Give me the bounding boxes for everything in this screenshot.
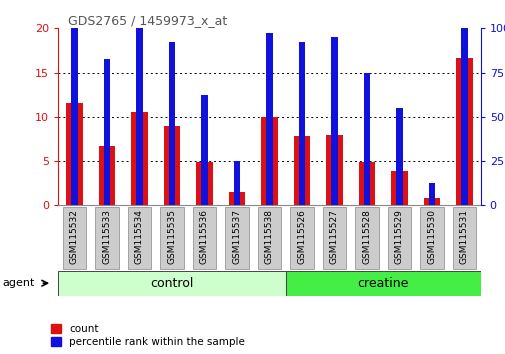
Bar [322, 207, 345, 269]
Bar [98, 146, 115, 205]
Bar [285, 271, 480, 296]
Bar [420, 207, 443, 269]
Text: control: control [150, 277, 193, 290]
Bar [95, 207, 118, 269]
Text: GSM115534: GSM115534 [135, 209, 143, 264]
Text: GSM115531: GSM115531 [459, 209, 468, 264]
Bar [423, 198, 439, 205]
Bar [225, 207, 248, 269]
Legend: count, percentile rank within the sample: count, percentile rank within the sample [50, 324, 245, 347]
Bar [355, 207, 378, 269]
Text: GSM115528: GSM115528 [362, 209, 371, 264]
Text: agent: agent [3, 278, 35, 288]
Bar [363, 73, 370, 205]
Bar [127, 207, 151, 269]
Bar [326, 135, 342, 205]
Text: GSM115537: GSM115537 [232, 209, 241, 264]
Bar [460, 0, 467, 205]
Bar [358, 162, 374, 205]
Text: creatine: creatine [357, 277, 408, 290]
Text: GSM115529: GSM115529 [394, 209, 403, 264]
Bar [228, 192, 244, 205]
Bar [164, 126, 180, 205]
Bar [160, 207, 183, 269]
Bar [104, 59, 110, 205]
Bar [387, 207, 411, 269]
Text: GSM115532: GSM115532 [70, 209, 79, 264]
Bar [66, 103, 82, 205]
Bar [428, 183, 434, 205]
Bar [261, 117, 277, 205]
Text: GSM115535: GSM115535 [167, 209, 176, 264]
Bar [293, 136, 310, 205]
Text: GSM115527: GSM115527 [329, 209, 338, 264]
Bar [168, 42, 175, 205]
Bar [456, 58, 472, 205]
Bar [395, 108, 402, 205]
Bar [196, 162, 212, 205]
Bar [192, 207, 216, 269]
Bar [63, 207, 86, 269]
Text: GDS2765 / 1459973_x_at: GDS2765 / 1459973_x_at [68, 14, 227, 27]
Bar [257, 207, 281, 269]
Bar [390, 171, 407, 205]
Bar [266, 33, 272, 205]
Text: GSM115538: GSM115538 [265, 209, 273, 264]
Text: GSM115530: GSM115530 [427, 209, 436, 264]
Bar [233, 161, 240, 205]
Bar [136, 2, 142, 205]
Text: GSM115526: GSM115526 [297, 209, 306, 264]
Text: GSM115533: GSM115533 [102, 209, 111, 264]
Bar [290, 207, 313, 269]
Bar [298, 42, 305, 205]
Bar [330, 37, 337, 205]
Bar [58, 271, 285, 296]
Bar [131, 112, 147, 205]
Bar [452, 207, 475, 269]
Bar [200, 95, 208, 205]
Bar [71, 6, 78, 205]
Text: GSM115536: GSM115536 [199, 209, 209, 264]
